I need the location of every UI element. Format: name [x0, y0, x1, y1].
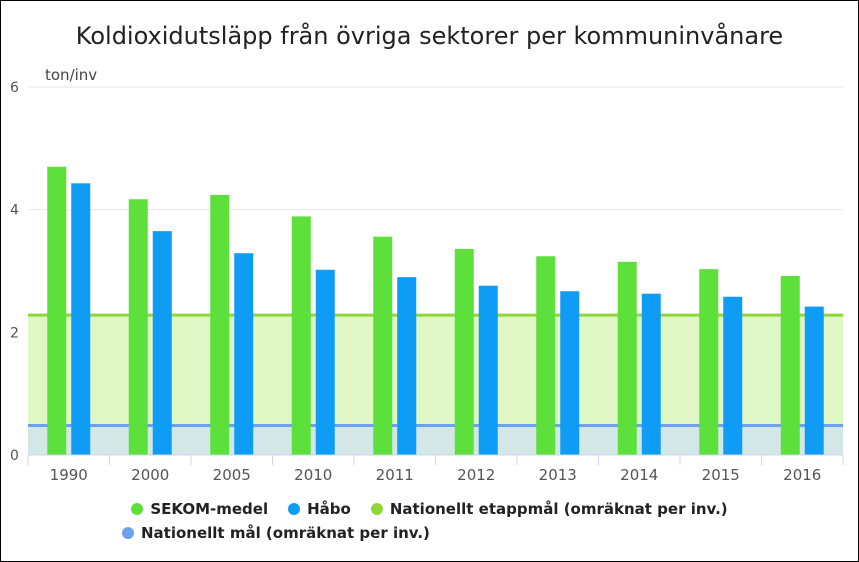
legend-dot-icon — [288, 503, 301, 515]
legend-item-habo[interactable]: Håbo — [288, 500, 351, 518]
legend-item-sekom[interactable]: SEKOM-medel — [131, 500, 268, 518]
legend-label: Nationellt etappmål (omräknat per inv.) — [389, 500, 728, 518]
legend-item-etappmal[interactable]: Nationellt etappmål (omräknat per inv.) — [370, 500, 728, 518]
legend-dot-icon — [122, 527, 134, 539]
legend-dot-icon — [131, 503, 144, 515]
legend-label: Nationellt mål (omräknat per inv.) — [141, 524, 430, 542]
y-axis-unit-label: ton/inv — [45, 66, 98, 84]
legend-dot-icon — [370, 503, 383, 515]
legend-label: SEKOM-medel — [150, 500, 269, 518]
legend-label: Håbo — [307, 500, 351, 518]
legend: SEKOM-medel Håbo Nationellt etappmål (om… — [0, 497, 859, 545]
legend-item-nationellt-mal[interactable]: Nationellt mål (omräknat per inv.) — [122, 524, 430, 542]
chart-title: Koldioxidutsläpp från övriga sektorer pe… — [75, 22, 784, 50]
